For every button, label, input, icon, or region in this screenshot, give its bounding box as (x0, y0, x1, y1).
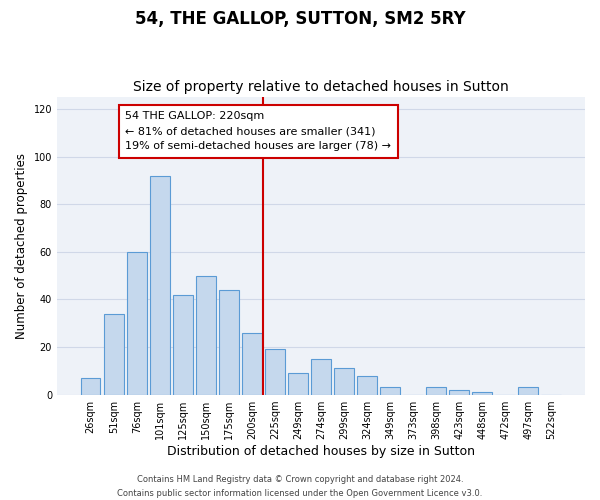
Bar (426, 388, 446, 394)
Bar (380, 388, 400, 394)
Bar (196, 276, 215, 394)
Bar (150, 176, 170, 394)
Bar (472, 392, 492, 394)
X-axis label: Distribution of detached houses by size in Sutton: Distribution of detached houses by size … (167, 444, 475, 458)
Bar (219, 290, 239, 395)
Text: Contains HM Land Registry data © Crown copyright and database right 2024.
Contai: Contains HM Land Registry data © Crown c… (118, 476, 482, 498)
Bar (334, 368, 354, 394)
Title: Size of property relative to detached houses in Sutton: Size of property relative to detached ho… (133, 80, 509, 94)
Text: 54, THE GALLOP, SUTTON, SM2 5RY: 54, THE GALLOP, SUTTON, SM2 5RY (134, 10, 466, 28)
Bar (449, 390, 469, 394)
Bar (288, 373, 308, 394)
Bar (173, 294, 193, 394)
Bar (104, 314, 124, 394)
Bar (127, 252, 146, 394)
Bar (265, 350, 284, 395)
Y-axis label: Number of detached properties: Number of detached properties (15, 153, 28, 339)
Text: 54 THE GALLOP: 220sqm
← 81% of detached houses are smaller (341)
19% of semi-det: 54 THE GALLOP: 220sqm ← 81% of detached … (125, 112, 391, 151)
Bar (518, 388, 538, 394)
Bar (242, 332, 262, 394)
Bar (81, 378, 100, 394)
Bar (311, 359, 331, 394)
Bar (357, 376, 377, 394)
